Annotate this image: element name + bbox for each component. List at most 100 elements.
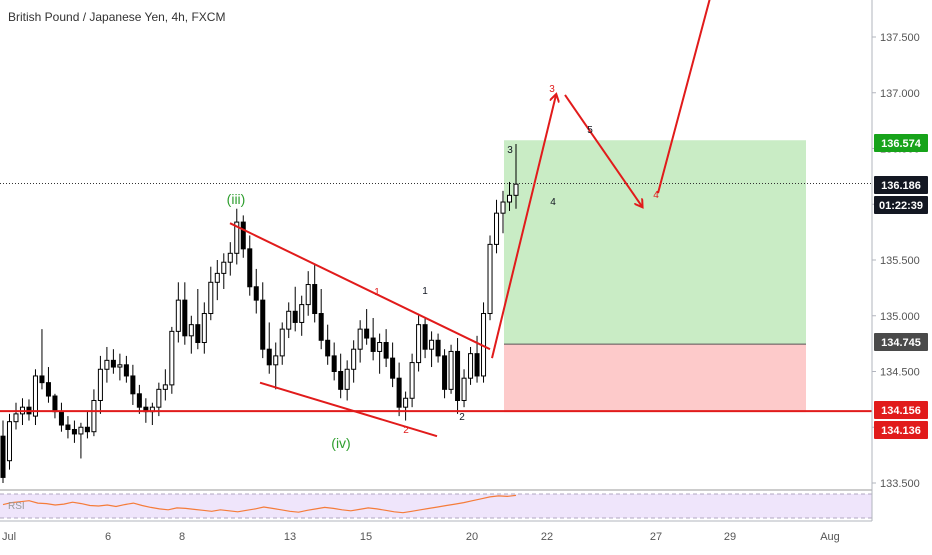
price-axis[interactable]: 133.500134.000134.500135.000135.500136.0…	[871, 0, 932, 550]
price-badge[interactable]: 136.186	[874, 176, 928, 194]
candle	[182, 282, 188, 345]
candle-body	[84, 426, 90, 433]
candle-body	[91, 399, 97, 433]
candle-body	[273, 355, 279, 366]
candle-body	[266, 348, 272, 366]
price-badge[interactable]: 01:22:39	[874, 196, 928, 214]
rsi-pane: RSI	[0, 489, 872, 521]
candle	[39, 329, 45, 390]
candle	[468, 346, 474, 385]
price-badge[interactable]: 136.574	[874, 134, 928, 152]
candle-body	[247, 248, 253, 288]
candle	[84, 411, 90, 439]
candle-body	[169, 330, 175, 386]
candle-body	[429, 339, 435, 350]
candle-body	[370, 337, 376, 352]
candle	[71, 420, 77, 443]
wave-label: 1	[422, 286, 428, 297]
candle	[13, 402, 19, 430]
candle-body	[487, 243, 493, 315]
candle	[195, 288, 201, 350]
candle	[253, 268, 259, 314]
rsi-label: RSI	[8, 501, 25, 512]
time-tick-label: 27	[650, 531, 662, 543]
candle-body	[442, 355, 448, 390]
time-tick-label: 8	[179, 531, 185, 543]
candle	[513, 144, 519, 209]
wave-label: 2	[459, 412, 465, 423]
candle-body	[71, 428, 77, 435]
price-badge[interactable]: 134.136	[874, 421, 928, 439]
candle-body	[104, 359, 110, 370]
candle-body	[461, 377, 467, 401]
price-badge[interactable]: 134.156	[874, 401, 928, 419]
candle	[227, 242, 233, 276]
candle	[214, 260, 220, 301]
candle-body	[234, 221, 240, 254]
candle	[266, 322, 272, 374]
target-zone[interactable]	[504, 140, 806, 345]
candle	[91, 389, 97, 437]
price-tick-label: 133.500	[880, 478, 920, 490]
candle	[292, 286, 298, 332]
candle	[325, 324, 331, 365]
candle-body	[227, 252, 233, 263]
projection-wave-5[interactable]	[657, 0, 716, 194]
candle	[188, 315, 194, 354]
candle-body	[383, 342, 389, 359]
projection-wave-3[interactable]	[491, 95, 556, 359]
price-badge-bg	[874, 196, 928, 214]
wave-label: 3	[549, 84, 555, 95]
candle	[312, 264, 318, 323]
stop-zone[interactable]	[504, 344, 806, 413]
chart-title: British Pound / Japanese Yen, 4h, FXCM	[8, 10, 225, 24]
projection-wave-4[interactable]	[564, 94, 642, 206]
wave-label: 4	[653, 190, 659, 201]
price-badge-bg	[874, 333, 928, 351]
wedge-upper-line[interactable]	[229, 222, 491, 351]
candle	[487, 235, 493, 321]
candle	[422, 317, 428, 359]
time-axis[interactable]: Jul 6 8 13 15 20 22 27 29 Aug	[0, 520, 932, 550]
candle	[65, 416, 71, 439]
price-axis-background	[872, 0, 932, 550]
price-badge[interactable]: 134.745	[874, 333, 928, 351]
candle	[383, 329, 389, 368]
wedge-lower-line[interactable]	[259, 381, 438, 438]
candle	[481, 302, 487, 383]
candle	[123, 355, 129, 383]
candle-body	[162, 384, 168, 390]
wave-label: 3	[507, 145, 513, 156]
candle	[45, 367, 51, 403]
price-tick-label: 134.500	[880, 367, 920, 379]
wave-label: 4	[550, 197, 556, 208]
candle	[175, 282, 181, 343]
candle-body	[312, 284, 318, 315]
price-tick-label: 137.500	[880, 32, 920, 44]
candle-body	[422, 324, 428, 350]
candle	[429, 331, 435, 368]
price-badge-label: 01:22:39	[879, 200, 923, 212]
candle-body	[65, 424, 71, 430]
candle-body	[45, 382, 51, 397]
rsi-band	[0, 494, 872, 518]
candle	[331, 342, 337, 381]
wave-labels-group: (iii) (iv) 1 2 1 2 3 4 3 4 5	[227, 84, 660, 451]
candle	[260, 282, 266, 359]
wave-label: 2	[403, 425, 409, 436]
candle-body	[260, 299, 266, 350]
candle	[110, 349, 116, 374]
candle-body	[506, 194, 513, 203]
candle	[0, 420, 6, 483]
candle	[455, 338, 461, 414]
candle	[169, 326, 175, 394]
price-badge-bg	[874, 176, 928, 194]
candle-body	[123, 364, 129, 377]
drawings-group	[0, 0, 872, 438]
candle-body	[240, 221, 246, 250]
candle-body	[117, 364, 123, 368]
candle	[78, 422, 84, 459]
candle	[240, 215, 246, 258]
candle-body	[253, 286, 259, 301]
